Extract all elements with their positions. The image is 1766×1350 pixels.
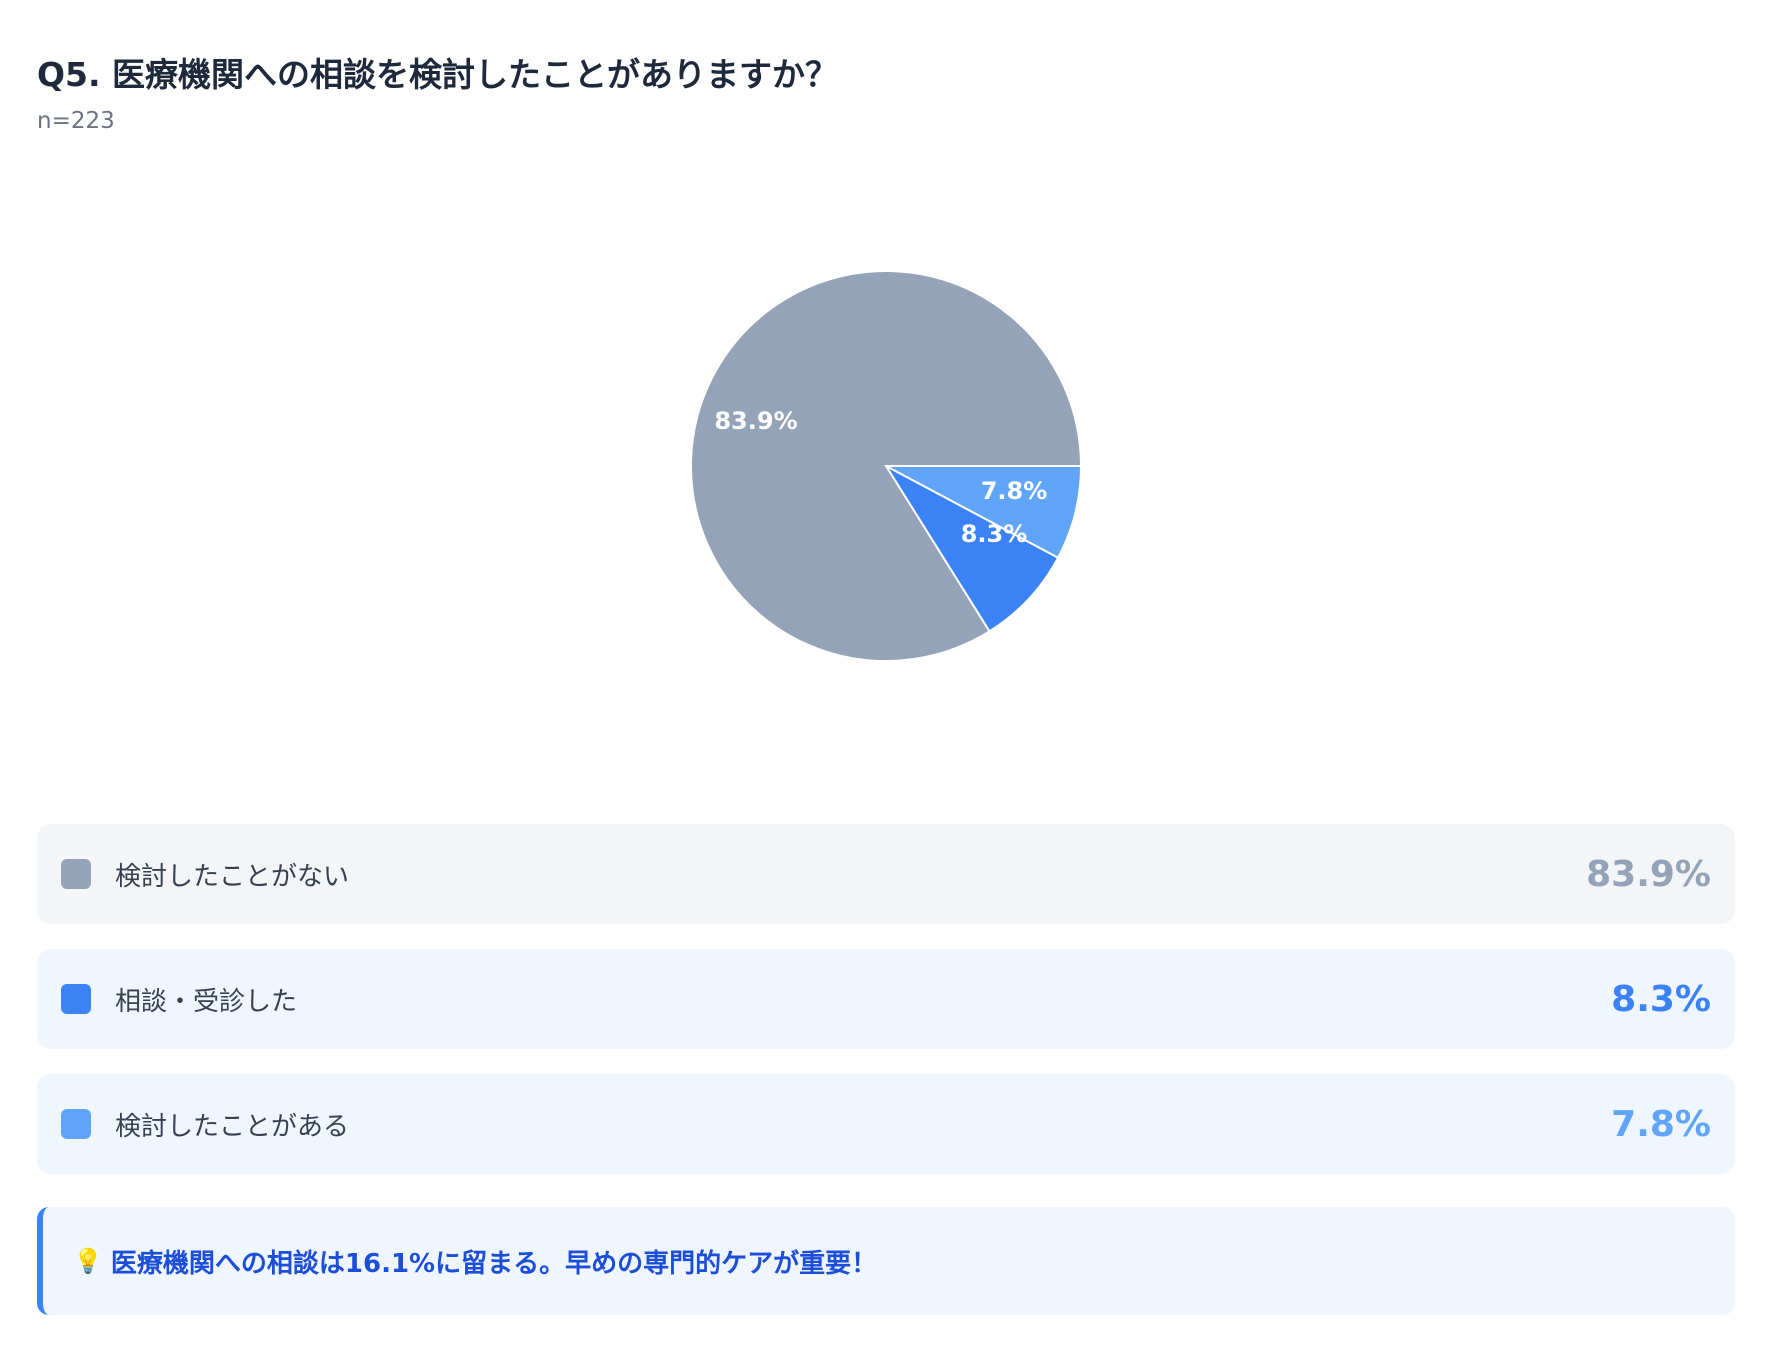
pie-slice <box>885 465 1083 560</box>
legend-item: 検討したことがない 83.9% <box>37 824 1735 924</box>
slice-label: 8.3% <box>961 520 1028 548</box>
legend-swatch <box>61 1109 91 1139</box>
legend-swatch <box>61 859 91 889</box>
slice-label: 83.9% <box>714 407 797 435</box>
sample-size: n=223 <box>37 108 115 134</box>
legend-value: 7.8% <box>1611 1103 1711 1145</box>
pie-slice <box>883 463 1060 633</box>
legend-label: 検討したことがある <box>115 1111 350 1142</box>
legend-item: 検討したことがある 7.8% <box>37 1074 1735 1174</box>
pie-chart: 83.9% 8.3% 7.8% <box>690 270 1083 662</box>
slice-label: 7.8% <box>981 477 1048 505</box>
legend-value: 8.3% <box>1611 978 1711 1020</box>
legend-label: 検討したことがない <box>115 861 350 892</box>
insight-box: 💡 医療機関への相談は16.1%に留まる。早めの専門的ケアが重要！ <box>37 1207 1735 1315</box>
page-title: Q5. 医療機関への相談を検討したことがありますか？ <box>37 55 839 94</box>
insight-text: 医療機関への相談は16.1%に留まる。早めの専門的ケアが重要！ <box>110 1248 878 1279</box>
legend-value: 83.9% <box>1586 853 1711 895</box>
legend-item: 相談・受診した 8.3% <box>37 949 1735 1049</box>
lightbulb-icon: 💡 <box>73 1247 103 1275</box>
legend-label: 相談・受診した <box>115 986 298 1017</box>
legend-swatch <box>61 984 91 1014</box>
pie-slice <box>690 270 1083 662</box>
